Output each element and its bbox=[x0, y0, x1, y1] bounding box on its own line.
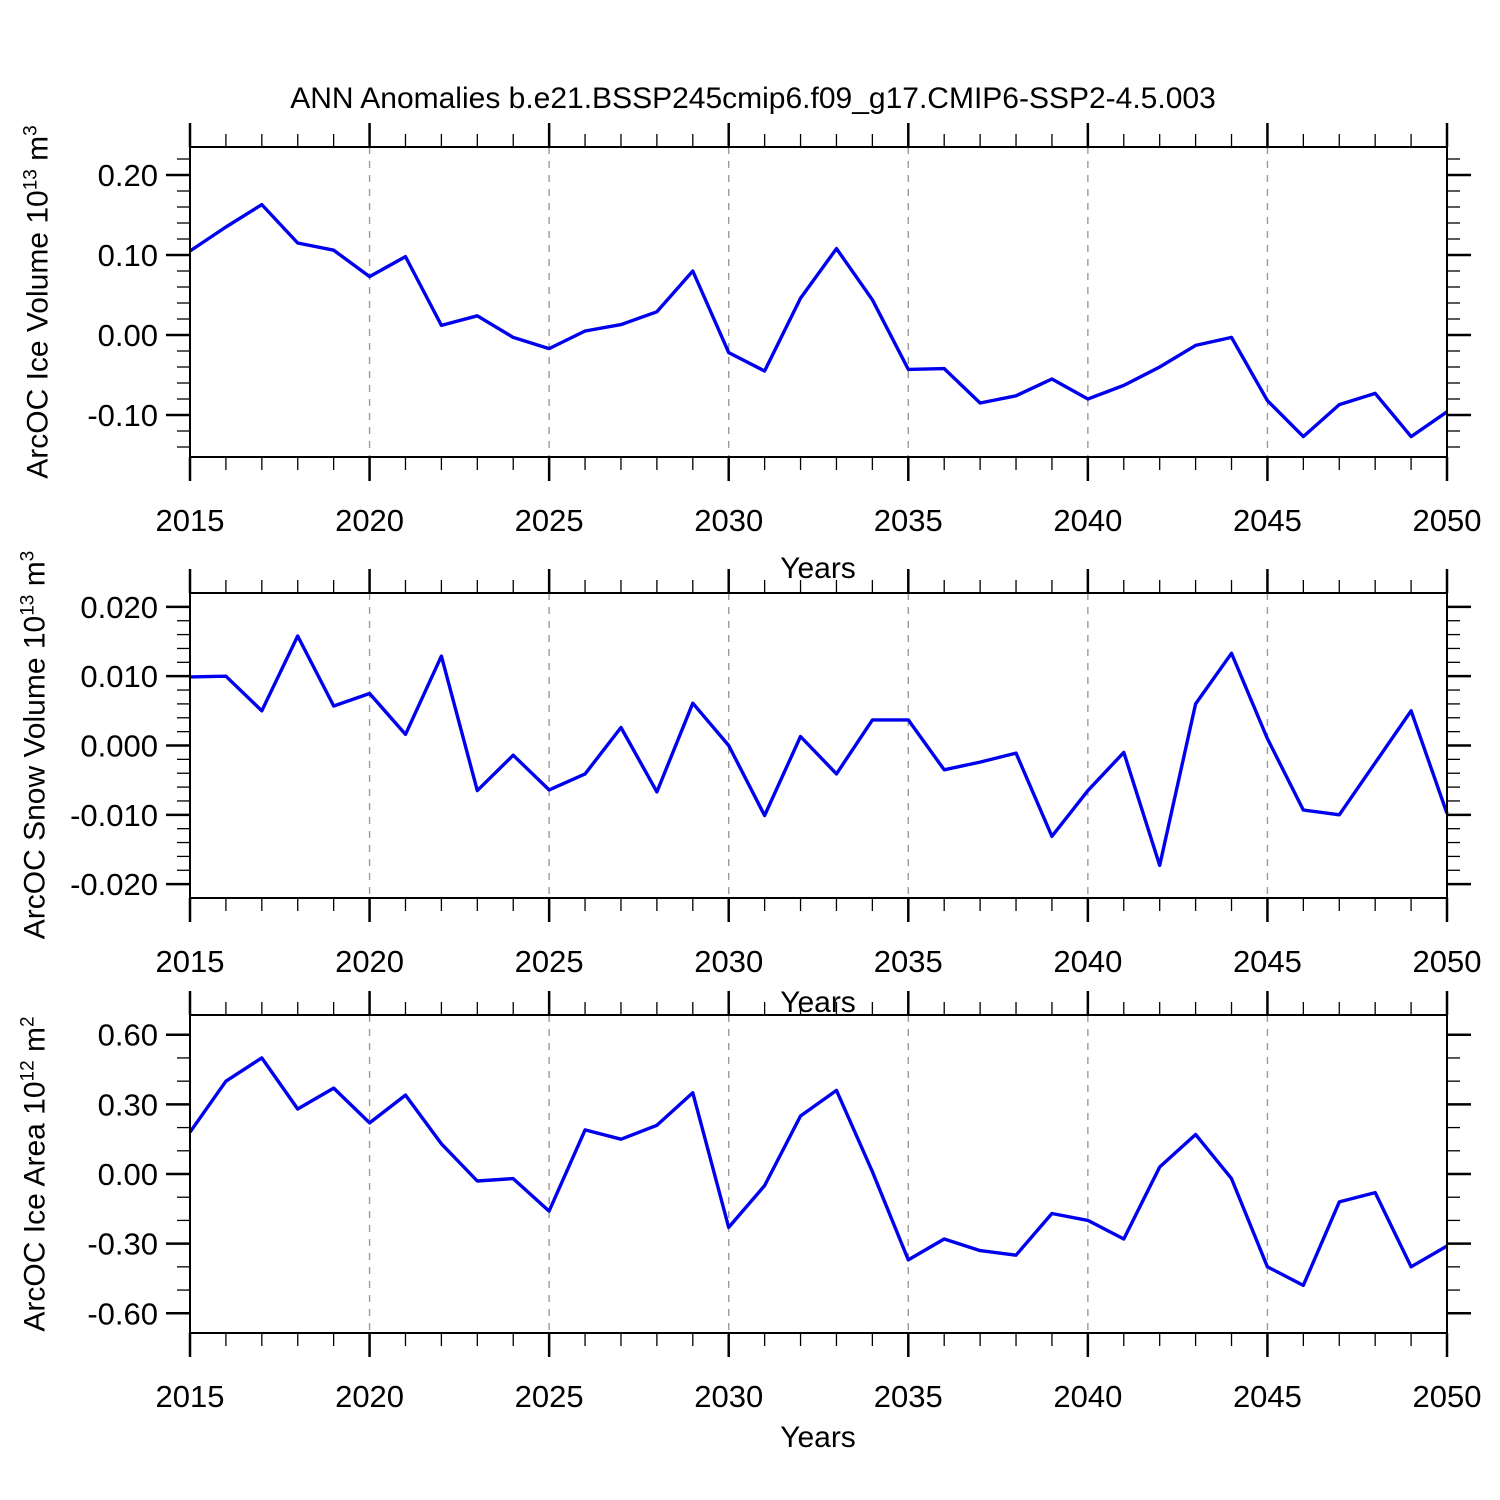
ylabel-unit: m bbox=[18, 1027, 52, 1061]
x-tick-label: 2040 bbox=[1053, 1379, 1122, 1414]
x-tick-label: 2035 bbox=[874, 1379, 943, 1414]
x-tick-label: 2035 bbox=[874, 503, 943, 538]
panel-1-x-axis-label: Years bbox=[780, 552, 856, 585]
x-tick-label: 2050 bbox=[1413, 503, 1482, 538]
x-tick-label: 2040 bbox=[1053, 503, 1122, 538]
plot-frame bbox=[189, 1014, 1448, 1334]
x-tick-label: 2050 bbox=[1413, 944, 1482, 979]
ylabel-exponent: 13 bbox=[20, 169, 42, 191]
y-tick-label: -0.60 bbox=[87, 1296, 158, 1331]
ylabel-exponent: 12 bbox=[17, 1060, 39, 1082]
y-tick-label: -0.30 bbox=[87, 1227, 158, 1262]
plot-frame bbox=[189, 592, 1448, 899]
ylabel-unit-exponent: 3 bbox=[20, 125, 42, 136]
panel-1-plot: 0.20 0.10 0.00 -0.10 2015 2020 2025 2030 2035 204… bbox=[87, 123, 1481, 538]
x-tick-label: 2030 bbox=[694, 503, 763, 538]
ylabel-unit: m bbox=[21, 135, 55, 170]
y-tick-label: 0.60 bbox=[98, 1018, 158, 1053]
y-tick-label: 0.10 bbox=[98, 238, 158, 273]
x-tick-label: 2030 bbox=[694, 944, 763, 979]
x-tick-label: 2045 bbox=[1233, 1379, 1302, 1414]
ylabel-text: ArcOC Ice Area 10 bbox=[18, 1081, 52, 1332]
x-tick-label: 2045 bbox=[1233, 503, 1302, 538]
x-tick-label: 2025 bbox=[515, 944, 584, 979]
x-tick-label: 2015 bbox=[156, 503, 225, 538]
ylabel-exponent: 13 bbox=[17, 594, 39, 616]
x-tick-label: 2045 bbox=[1233, 944, 1302, 979]
panel-3-plot: 0.60 0.30 0.00 -0.30 -0.60 2015 2020 2025 2030 20… bbox=[87, 991, 1481, 1414]
x-tick-label: 2035 bbox=[874, 944, 943, 979]
panel-2-y-axis-label: ArcOC Snow Volume 1013 m3 bbox=[18, 551, 53, 940]
x-tick-label: 2015 bbox=[156, 944, 225, 979]
y-tick-label: 0.30 bbox=[98, 1087, 158, 1122]
x-tick-label: 2020 bbox=[335, 944, 404, 979]
x-tick-label: 2050 bbox=[1413, 1379, 1482, 1414]
ylabel-text: ArcOC Ice Volume 10 bbox=[21, 190, 55, 479]
y-tick-label: 0.010 bbox=[80, 659, 158, 694]
x-tick-label: 2020 bbox=[335, 503, 404, 538]
chart-title: ANN Anomalies b.e21.BSSP245cmip6.f09_g17… bbox=[290, 82, 1216, 115]
y-tick-label: -0.010 bbox=[70, 798, 158, 833]
ylabel-unit-exponent: 3 bbox=[17, 550, 39, 562]
panel-2-x-axis-label: Years bbox=[780, 986, 856, 1019]
ylabel-text: ArcOC Snow Volume 10 bbox=[18, 615, 52, 940]
ylabel-unit-exponent: 2 bbox=[17, 1016, 39, 1027]
series-line-panel-3 bbox=[188, 1056, 1448, 1288]
y-tick-label: 0.00 bbox=[98, 1157, 158, 1192]
series-line-panel-1 bbox=[189, 202, 1448, 439]
x-tick-label: 2015 bbox=[156, 1379, 225, 1414]
x-tick-label: 2025 bbox=[515, 503, 584, 538]
y-tick-label: 0.20 bbox=[98, 158, 158, 193]
ylabel-unit: m bbox=[18, 561, 52, 595]
x-tick-label: 2020 bbox=[335, 1379, 404, 1414]
x-tick-label: 2030 bbox=[694, 1379, 763, 1414]
y-tick-label: 0.000 bbox=[80, 729, 158, 764]
y-tick-label: -0.10 bbox=[87, 398, 158, 433]
panel-1-y-axis-label: ArcOC Ice Volume 1013 m3 bbox=[21, 125, 56, 479]
plot-frame bbox=[189, 146, 1448, 458]
y-tick-label: 0.020 bbox=[80, 590, 158, 625]
panel-3-x-axis-label: Years bbox=[780, 1421, 856, 1454]
series-line-panel-2 bbox=[189, 634, 1449, 868]
x-tick-label: 2025 bbox=[515, 1379, 584, 1414]
y-tick-label: 0.00 bbox=[98, 318, 158, 353]
y-tick-label: -0.020 bbox=[70, 867, 158, 902]
panel-2-plot: 0.020 0.010 0.000 -0.010 -0.020 2015 2020 2025 2… bbox=[70, 569, 1481, 979]
x-tick-label: 2040 bbox=[1053, 944, 1122, 979]
panel-3-y-axis-label: ArcOC Ice Area 1012 m2 bbox=[18, 1016, 53, 1331]
